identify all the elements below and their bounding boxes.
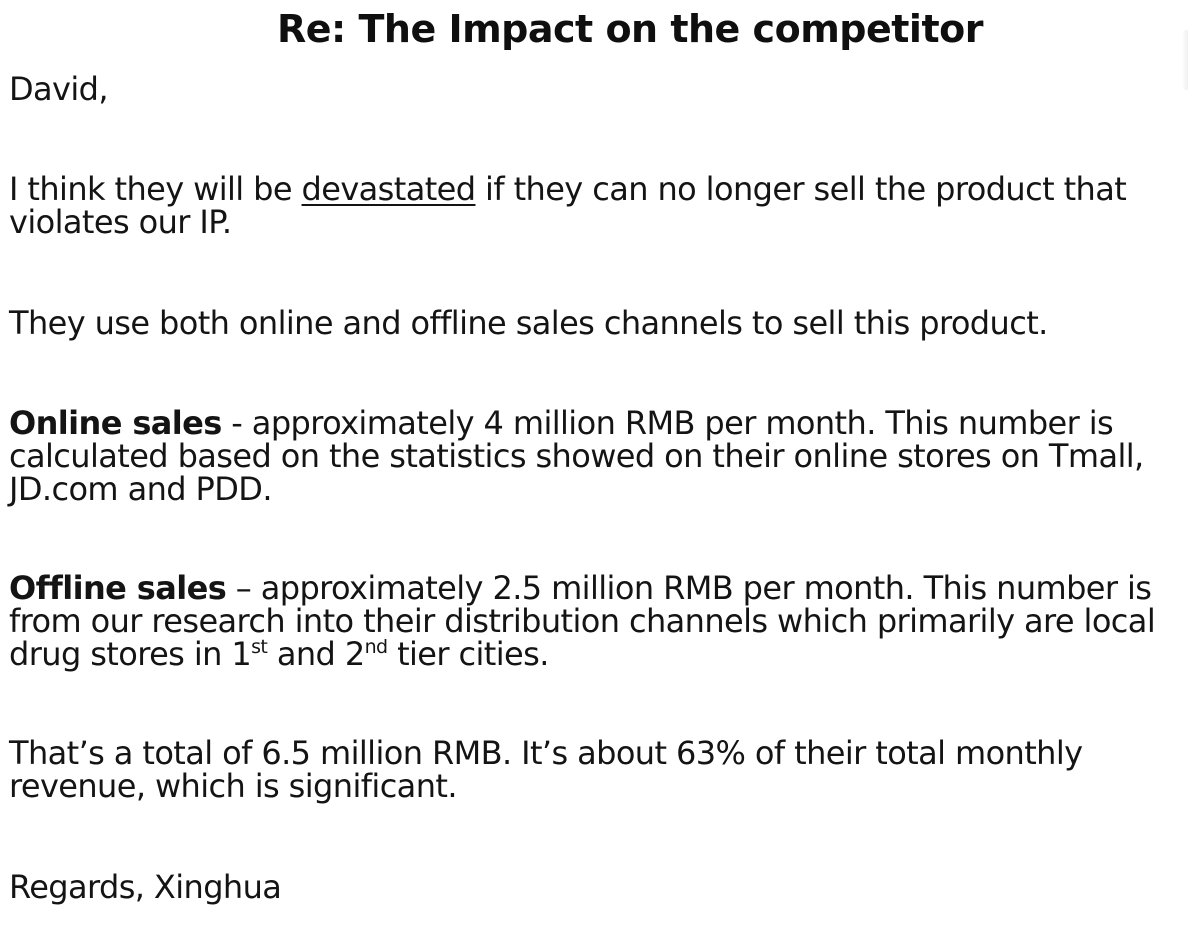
offline-sales-line-3: drug stores in 1st and 2nd tier cities. [9, 635, 549, 673]
greeting: David, [9, 70, 109, 108]
total-line-2: revenue, which is significant. [9, 767, 458, 805]
online-sales-line-1: Online sales - approximately 4 million R… [9, 404, 1114, 442]
superscript-nd: nd [364, 636, 389, 658]
page-edge-shadow [1182, 30, 1188, 90]
total-line-1: That’s a total of 6.5 million RMB. It’s … [9, 734, 1083, 772]
online-sales-line-2: calculated based on the statistics showe… [9, 437, 1144, 475]
underlined-word: devastated [301, 170, 477, 208]
superscript-st: st [251, 636, 268, 658]
offline-sales-line-1: Offline sales – approximately 2.5 millio… [9, 569, 1152, 607]
signoff: Regards, Xinghua [9, 868, 282, 906]
paragraph-online-sales: Online sales - approximately 4 million R… [9, 407, 1144, 506]
email-subject-title: Re: The Impact on the competitor [277, 7, 983, 51]
offline-sales-label: Offline sales [9, 569, 227, 607]
paragraph-impact: I think they will be devastated if they … [9, 170, 1127, 241]
online-sales-label: Online sales [9, 404, 222, 442]
paragraph-impact-line-2: violates our IP. [9, 203, 232, 241]
paragraph-total: That’s a total of 6.5 million RMB. It’s … [9, 737, 1083, 803]
online-sales-line-3: JD.com and PDD. [9, 470, 273, 508]
paragraph-impact-line-1: I think they will be devastated if they … [9, 170, 1127, 208]
paragraph-offline-sales: Offline sales – approximately 2.5 millio… [9, 569, 1156, 673]
paragraph-channels: They use both online and offline sales c… [9, 304, 1048, 342]
offline-sales-line-2: from our research into their distributio… [9, 602, 1156, 640]
